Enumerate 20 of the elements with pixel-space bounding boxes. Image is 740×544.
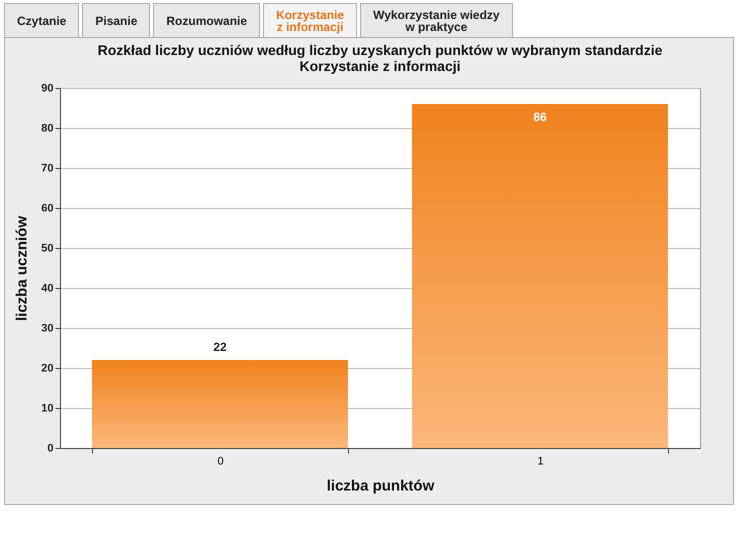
tab-button[interactable]: Pisanie bbox=[82, 3, 150, 37]
tab-button[interactable]: Wykorzystanie wiedzy w praktyce bbox=[360, 3, 513, 37]
x-axis-title: liczba punktów bbox=[326, 478, 435, 494]
y-tick-label: 50 bbox=[41, 242, 54, 254]
y-tick-label: 70 bbox=[41, 162, 54, 174]
y-axis-title: liczba uczniów bbox=[13, 216, 30, 322]
y-tick-label: 60 bbox=[41, 202, 54, 214]
data-label: 22 bbox=[213, 340, 227, 354]
y-tick-label: 0 bbox=[47, 442, 54, 454]
y-tick-label: 90 bbox=[41, 82, 54, 94]
y-tick-label: 30 bbox=[41, 322, 54, 334]
y-tick-label: 20 bbox=[41, 362, 54, 374]
tab-button[interactable]: Rozumowanie bbox=[153, 3, 260, 37]
y-tick-label: 40 bbox=[41, 282, 54, 294]
chart-title: Rozkład liczby uczniów według liczby uzyskanych punktów w wybranym standardzie Korzystanie z informacji bbox=[98, 42, 663, 74]
y-tick-label: 80 bbox=[41, 122, 54, 134]
data-label: 86 bbox=[533, 110, 547, 124]
tab-button[interactable]: Czytanie bbox=[4, 3, 80, 37]
x-tick-label: 1 bbox=[537, 456, 544, 468]
y-tick-label: 10 bbox=[41, 402, 54, 414]
